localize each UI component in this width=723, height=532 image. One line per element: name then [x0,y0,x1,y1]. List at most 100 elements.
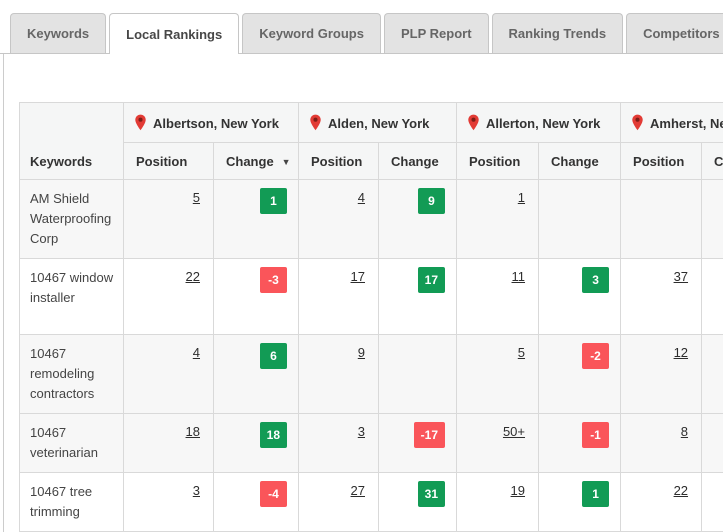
change-badge: 6 [260,343,287,369]
position-cell: 50+ [456,413,540,473]
change-cell [538,179,622,259]
change-badge: -3 [260,267,287,293]
position-link[interactable]: 4 [357,190,365,205]
city-name: Alden, New York [328,116,430,131]
tab-ranking-trends[interactable]: Ranking Trends [491,13,624,53]
change-badge: 3 [582,267,610,293]
sort-desc-icon: ▼ [281,156,291,167]
position-cell: 5 [123,179,214,259]
city-header-amherst: Amherst, New York [620,102,723,143]
position-link[interactable]: 18 [185,424,200,439]
position-link[interactable]: 9 [357,345,365,360]
table-row: 10467 veterinarian 18 18 3 -17 50+ -1 8 [19,413,723,473]
position-cell: 22 [620,472,703,532]
change-cell: -3 [213,258,299,335]
tab-keyword-groups[interactable]: Keyword Groups [242,13,381,53]
position-link[interactable]: 11 [511,269,526,284]
city-name: Albertson, New York [153,116,279,131]
keyword-cell: 10467 veterinarian [19,413,124,473]
position-link[interactable]: 1 [517,190,526,205]
change-badge: 9 [418,188,446,214]
position-link[interactable]: 12 [673,345,689,360]
position-cell: 4 [298,179,379,259]
keyword-cell: 10467 window installer [19,258,124,335]
position-link[interactable]: 19 [510,483,526,498]
keyword-cell: 10467 tree trimming [19,472,124,532]
change-badge: -17 [413,422,446,448]
position-link[interactable]: 50+ [502,424,526,439]
change-cell: -17 [377,413,458,473]
table-row: AM Shield Waterproofing Corp 5 1 4 9 1 [19,179,723,259]
position-link[interactable]: 37 [673,269,689,284]
position-link[interactable]: 22 [673,483,689,498]
position-link[interactable]: 22 [185,269,200,284]
position-column-header[interactable]: Position [298,142,379,180]
position-link[interactable]: 8 [680,424,689,439]
change-badge: 18 [259,422,287,448]
table-header: Keywords Albertson, New York Alden, New … [19,102,723,180]
change-cell [377,334,458,414]
position-link[interactable]: 5 [192,190,200,205]
position-link[interactable]: 3 [357,424,365,439]
tab-local-rankings[interactable]: Local Rankings [109,13,240,54]
change-cell [701,413,723,473]
local-rankings-panel: Keywords Albertson, New York Alden, New … [3,54,723,532]
keywords-column-header[interactable]: Keywords [19,102,124,180]
change-column-header-sorted[interactable]: Change ▼ [213,142,299,180]
tab-keywords[interactable]: Keywords [10,13,107,53]
change-badge: 31 [417,481,446,507]
change-cell: 9 [377,179,458,259]
position-link[interactable]: 5 [517,345,526,360]
tab-competitors[interactable]: Competitors [626,13,723,53]
change-badge: -1 [582,422,610,448]
change-cell: -1 [538,413,622,473]
position-cell: 3 [298,413,379,473]
map-pin-icon [134,114,147,131]
change-badge: -2 [582,343,610,369]
position-cell: 3 [123,472,214,532]
position-link[interactable]: 17 [350,269,365,284]
map-pin-icon [467,114,480,131]
city-header-albertson: Albertson, New York [123,102,299,143]
city-header-row: Keywords Albertson, New York Alden, New … [19,102,723,180]
city-name: Allerton, New York [486,116,601,131]
tab-plp-report[interactable]: PLP Report [383,13,489,53]
keyword-cell: 10467 remodeling contractors [19,334,124,414]
change-cell [701,472,723,532]
position-cell [620,179,703,259]
table-row: 10467 window installer 22 -3 17 17 11 3 … [19,258,723,335]
column-header-row: Position Change ▼ Position Change Positio… [20,142,723,180]
change-cell: -4 [213,472,299,532]
map-pin-icon [631,114,644,131]
position-link[interactable]: 3 [192,483,200,498]
change-badge: 1 [582,481,610,507]
change-badge: 17 [417,267,446,293]
change-badge: -4 [260,481,287,507]
position-link[interactable]: 27 [350,483,365,498]
table-body: AM Shield Waterproofing Corp 5 1 4 9 1 1… [19,179,723,532]
city-header-allerton: Allerton, New York [456,102,622,143]
change-column-header[interactable]: Change [377,142,458,180]
position-cell: 8 [620,413,703,473]
position-link[interactable]: 4 [192,345,200,360]
position-cell: 17 [298,258,379,335]
position-column-header[interactable]: Position [123,142,214,180]
change-cell: 31 [377,472,458,532]
local-rankings-table: Keywords Albertson, New York Alden, New … [19,102,723,532]
change-cell: 18 [213,413,299,473]
position-cell: 19 [456,472,540,532]
tab-bar: Keywords Local Rankings Keyword Groups P… [0,0,723,54]
change-column-header[interactable]: Change [701,142,723,180]
city-name: Amherst, New York [650,116,723,131]
position-column-header[interactable]: Position [620,142,703,180]
position-cell: 12 [620,334,703,414]
position-cell: 11 [456,258,540,335]
change-cell: 1 [538,472,622,532]
table-row: 10467 tree trimming 3 -4 27 31 19 1 22 [19,472,723,532]
city-header-alden: Alden, New York [297,102,458,143]
map-pin-icon [309,114,322,131]
change-cell: 17 [377,258,458,335]
position-column-header[interactable]: Position [456,142,540,180]
change-cell [701,334,723,414]
change-column-header[interactable]: Change [538,142,622,180]
